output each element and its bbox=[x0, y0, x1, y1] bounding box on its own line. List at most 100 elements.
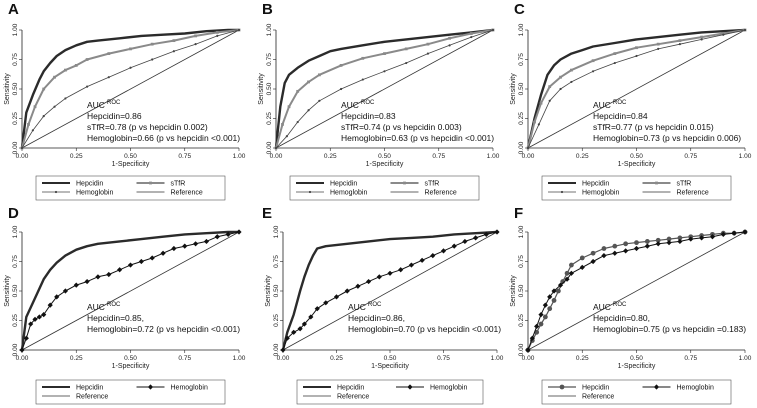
legend-label-hemoglobin: Hemoglobin bbox=[582, 190, 619, 197]
auc-line: Hemoglobin=0.72 (p vs hepcidin <0.001) bbox=[87, 324, 240, 334]
legend-label-reference: Reference bbox=[425, 190, 457, 197]
legend-marker-hemoglobin bbox=[54, 190, 58, 194]
data-point-hemoglobin bbox=[53, 105, 56, 108]
data-point-stfr bbox=[27, 123, 30, 126]
x-tick-label: 0.75 bbox=[684, 153, 697, 160]
x-tick-label: 0.75 bbox=[684, 355, 697, 362]
y-tick-label: 0.50 bbox=[12, 82, 19, 95]
data-point-hemoglobin bbox=[274, 146, 278, 150]
data-point-hemoglobin bbox=[419, 257, 425, 263]
data-point-hemoglobin bbox=[323, 300, 329, 306]
series-line-hepcidin bbox=[20, 230, 239, 351]
data-point-hemoglobin bbox=[568, 270, 574, 276]
data-point-hepcidin bbox=[623, 241, 629, 247]
data-point-hemoglobin bbox=[172, 50, 175, 53]
data-point-hepcidin bbox=[666, 236, 672, 242]
y-tick-label: 0.75 bbox=[12, 255, 19, 268]
legend-label-hemoglobin: Hemoglobin bbox=[430, 385, 467, 392]
auc-line: sTfR=0.74 (p vs hepcidin 0.003) bbox=[341, 122, 462, 132]
auc-line: Hepcidin=0.84 bbox=[593, 111, 648, 121]
auc-line: Hepcidin=0.85, bbox=[87, 313, 144, 323]
data-point-hemoglobin bbox=[743, 28, 747, 32]
y-tick-label: 1.00 bbox=[273, 225, 280, 238]
data-point-hemoglobin bbox=[559, 87, 562, 91]
data-point-stfr bbox=[404, 47, 408, 51]
x-tick-label: 0.00 bbox=[16, 153, 29, 160]
legend-box bbox=[289, 175, 480, 201]
data-point-hemoglobin bbox=[237, 28, 241, 32]
data-point-hemoglobin bbox=[529, 335, 535, 341]
y-tick-label: 0.50 bbox=[266, 82, 273, 95]
data-point-hemoglobin bbox=[171, 245, 177, 252]
data-point-hemoglobin bbox=[451, 243, 457, 249]
data-point-hemoglobin bbox=[225, 231, 231, 237]
x-tick-label: 1.00 bbox=[487, 153, 500, 160]
data-point-stfr bbox=[591, 59, 595, 63]
data-point-hepcidin bbox=[579, 255, 585, 261]
y-tick-label: 0.25 bbox=[12, 314, 19, 327]
data-point-hemoglobin bbox=[579, 264, 585, 270]
data-point-stfr bbox=[42, 87, 46, 91]
data-point-hepcidin bbox=[601, 246, 607, 251]
legend-label-hepcidin: Hepcidin bbox=[76, 181, 103, 188]
data-point-stfr bbox=[678, 39, 682, 43]
data-point-stfr bbox=[172, 39, 176, 43]
data-point-stfr bbox=[33, 105, 37, 109]
legend-label-hemoglobin: Hemoglobin bbox=[76, 190, 113, 197]
x-tick-label: 1.00 bbox=[233, 153, 246, 160]
data-point-hemoglobin bbox=[41, 312, 47, 318]
data-point-hemoglobin bbox=[462, 238, 468, 245]
legend-box bbox=[541, 175, 732, 201]
legend-label-hemoglobin: Hemoglobin bbox=[171, 385, 208, 392]
series-line-reference bbox=[21, 29, 240, 149]
x-tick-label: 0.75 bbox=[178, 355, 191, 362]
data-point-stfr bbox=[318, 73, 321, 77]
legend-marker-hepcidin bbox=[559, 384, 565, 390]
auc-title: AUC bbox=[348, 302, 366, 312]
series-line-hepcidin bbox=[20, 28, 239, 149]
y-tick-label: 1.00 bbox=[266, 23, 273, 36]
data-point-hemoglobin bbox=[376, 274, 382, 280]
legend-box bbox=[541, 379, 732, 405]
legend-box bbox=[35, 379, 226, 405]
data-point-stfr bbox=[570, 68, 573, 72]
data-point-hepcidin bbox=[677, 235, 683, 241]
data-point-stfr bbox=[426, 42, 430, 46]
legend-box bbox=[296, 379, 484, 405]
data-point-hemoglobin bbox=[742, 229, 748, 235]
data-point-stfr bbox=[339, 64, 343, 67]
data-point-hemoglobin bbox=[308, 314, 314, 320]
auc-superscript: ROC bbox=[361, 100, 375, 106]
y-tick-label: 0.75 bbox=[518, 53, 525, 66]
y-tick-label: 0.25 bbox=[518, 112, 525, 125]
legend-marker-hemoglobin bbox=[308, 190, 312, 194]
legend-label-stfr: sTfR bbox=[425, 181, 440, 188]
auc-title: AUC bbox=[87, 302, 105, 312]
data-point-hemoglobin bbox=[47, 302, 53, 308]
legend-label-stfr: sTfR bbox=[677, 181, 692, 188]
data-point-hemoglobin bbox=[655, 241, 661, 247]
data-point-hemoglobin bbox=[203, 238, 210, 245]
data-point-hemoglobin bbox=[538, 312, 544, 318]
data-point-hemoglobin bbox=[678, 43, 682, 46]
series-line-hepcidin bbox=[274, 28, 494, 149]
data-point-hemoglobin bbox=[314, 306, 320, 312]
data-point-stfr bbox=[215, 30, 219, 34]
data-point-hemoglobin bbox=[280, 347, 286, 353]
data-point-hemoglobin bbox=[19, 347, 25, 353]
auc-line: Hepcidin=0.86 bbox=[87, 111, 142, 121]
data-point-hemoglobin bbox=[182, 243, 188, 249]
data-point-hepcidin bbox=[644, 239, 650, 244]
data-point-hemoglobin bbox=[387, 270, 393, 276]
y-tick-label: 0.25 bbox=[266, 112, 273, 125]
data-point-hemoglobin bbox=[440, 248, 447, 254]
data-point-hemoglobin bbox=[129, 66, 132, 69]
auc-line: Hepcidin=0.80, bbox=[593, 313, 650, 323]
x-tick-label: 0.00 bbox=[277, 355, 290, 362]
data-point-hemoglobin bbox=[28, 321, 34, 327]
panel-letter: F bbox=[514, 205, 523, 222]
series-line-reference bbox=[275, 29, 494, 149]
data-point-hemoglobin bbox=[31, 129, 34, 132]
data-point-hemoglobin bbox=[23, 335, 29, 341]
data-point-stfr bbox=[361, 56, 365, 60]
